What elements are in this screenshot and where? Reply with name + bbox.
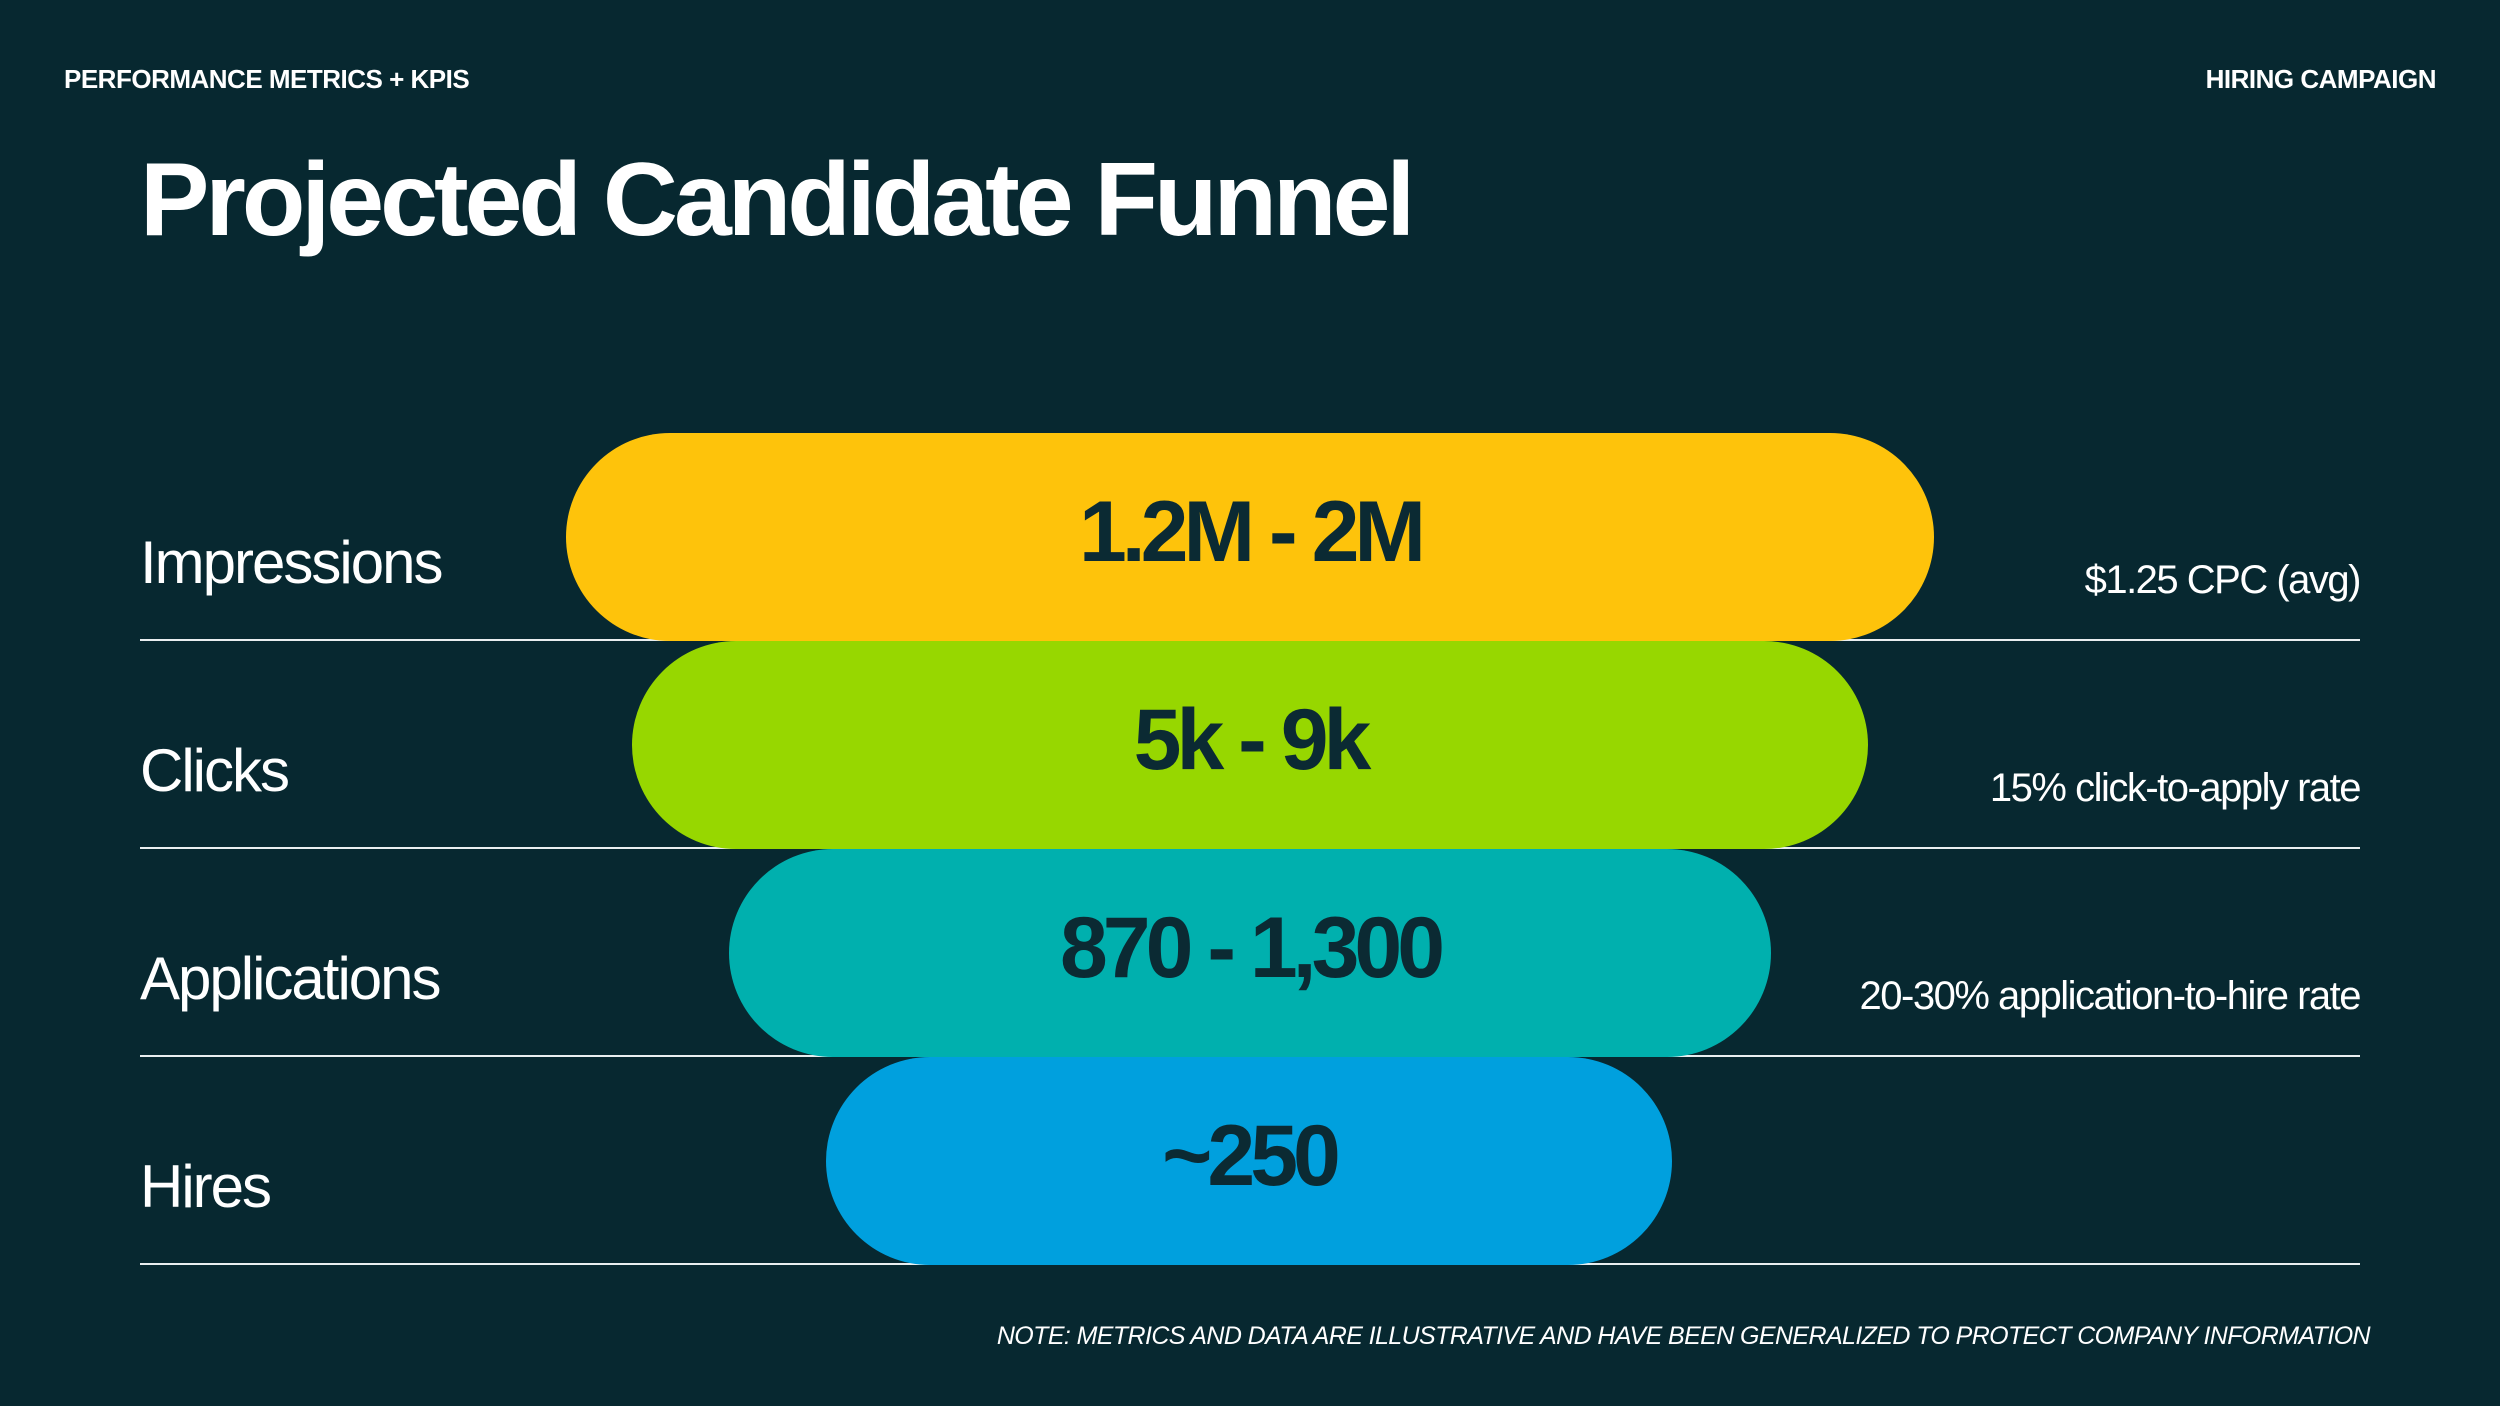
funnel-row-clicks: Clicks 5k - 9k 15% click-to-apply rate bbox=[0, 641, 2500, 849]
footnote: NOTE: METRICS AND DATA ARE ILLUSTRATIVE … bbox=[996, 1322, 2371, 1350]
campaign-label: HIRING CAMPAIGN bbox=[2205, 64, 2437, 94]
funnel-value: 5k - 9k bbox=[1133, 691, 1372, 788]
funnel-value: 870 - 1,300 bbox=[1059, 899, 1445, 996]
funnel-row-applications: Applications 870 - 1,300 20-30% applicat… bbox=[0, 849, 2500, 1057]
page-title: Projected Candidate Funnel bbox=[140, 142, 1415, 258]
funnel-row-hires: Hires ~250 bbox=[0, 1057, 2500, 1265]
funnel-row-impressions: Impressions 1.2M - 2M $1.25 CPC (avg) bbox=[0, 433, 2500, 641]
funnel-value: ~250 bbox=[1162, 1107, 1341, 1204]
funnel-value: 1.2M - 2M bbox=[1078, 483, 1426, 580]
funnel-bar-impressions: 1.2M - 2M bbox=[566, 433, 1934, 641]
funnel-stage-label: Hires bbox=[140, 1153, 272, 1220]
funnel-stage-note: 15% click-to-apply rate bbox=[1989, 766, 2362, 810]
funnel-stage-note: 20-30% application-to-hire rate bbox=[1859, 974, 2362, 1018]
funnel-stage-label: Applications bbox=[140, 945, 442, 1012]
funnel-bar-clicks: 5k - 9k bbox=[632, 641, 1868, 849]
funnel-bar-applications: 870 - 1,300 bbox=[729, 849, 1771, 1057]
funnel-stage-label: Clicks bbox=[140, 737, 290, 804]
funnel-stage-label: Impressions bbox=[140, 529, 443, 596]
funnel-bar-hires: ~250 bbox=[826, 1057, 1672, 1265]
section-label: PERFORMANCE METRICS + KPIS bbox=[64, 64, 470, 94]
funnel-stage-note: $1.25 CPC (avg) bbox=[2084, 558, 2362, 602]
